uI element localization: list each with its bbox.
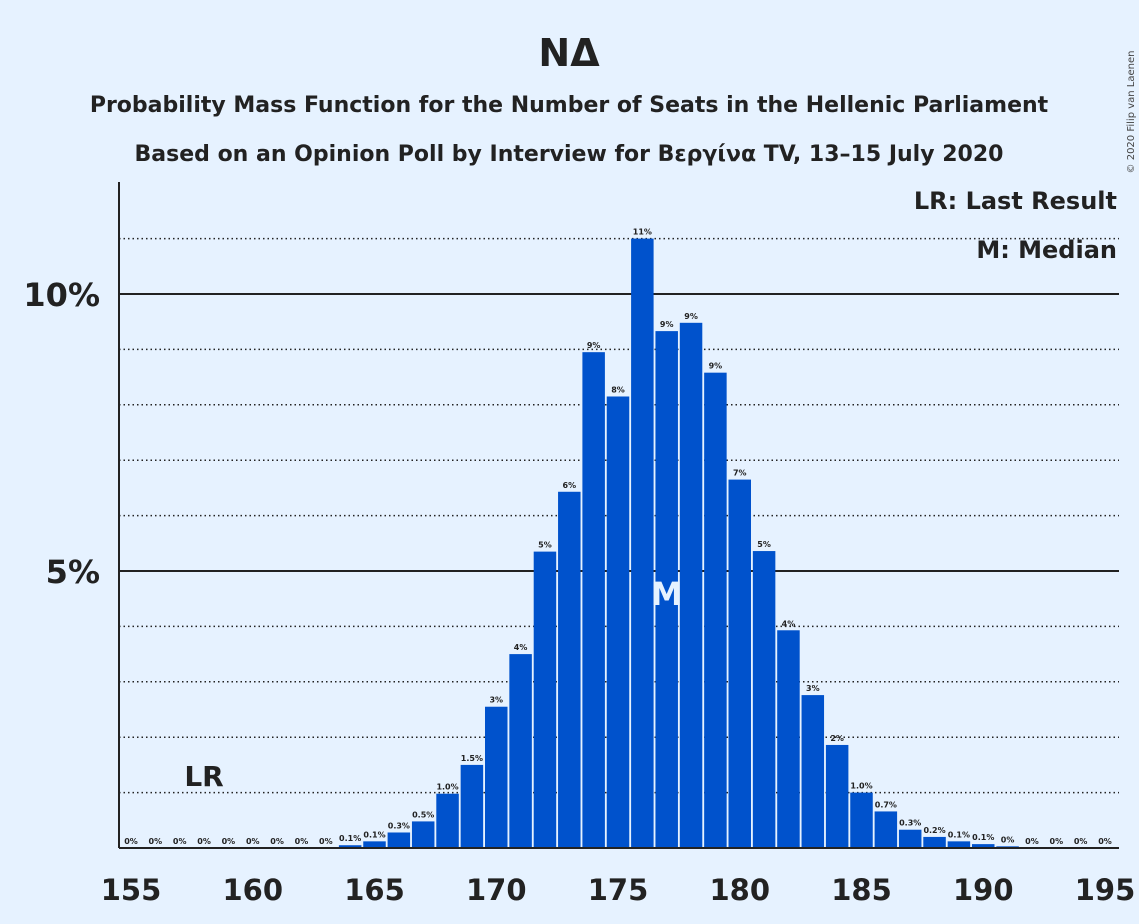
x-tick-label: 155	[101, 873, 162, 907]
bar-label-seat-156: 0%	[149, 837, 163, 846]
bars	[338, 238, 1019, 849]
bar-label-seat-175: 8%	[611, 385, 625, 394]
bar-label-seat-179: 9%	[709, 362, 723, 371]
bar-label-seat-190: 0.1%	[972, 833, 994, 842]
bar-label-seat-181: 5%	[757, 540, 771, 549]
x-tick-label: 175	[588, 873, 649, 907]
bar-label-seat-188: 0.2%	[923, 826, 945, 835]
bar-label-seat-161: 0%	[270, 837, 284, 846]
bar-seat-170	[485, 706, 508, 848]
bar-label-seat-164: 0.1%	[339, 834, 361, 843]
x-tick-labels: 155 160 165 170 175 180 185 190 195	[101, 873, 1136, 907]
bar-label-seat-167: 0.5%	[412, 810, 434, 819]
bar-label-seat-187: 0.3%	[899, 819, 921, 828]
bar-label-seat-170: 3%	[489, 696, 503, 705]
bar-seat-190	[972, 844, 995, 848]
bar-label-seat-172: 5%	[538, 541, 552, 550]
bar-label-seat-192: 0%	[1025, 837, 1039, 846]
bar-label-seat-157: 0%	[173, 837, 187, 846]
x-tick-label: 170	[466, 873, 527, 907]
bar-label-seat-169: 1.5%	[461, 754, 483, 763]
bar-seat-173	[558, 491, 581, 848]
legend-median: M: Median	[976, 236, 1117, 264]
bar-seat-172	[533, 551, 557, 848]
bar-seat-185	[850, 792, 873, 848]
bar-seat-168	[436, 793, 459, 848]
bar-label-seat-174: 9%	[587, 341, 601, 350]
bar-label-seat-180: 7%	[733, 469, 747, 478]
bar-label-seat-189: 0.1%	[948, 830, 970, 839]
legend-last-result: LR: Last Result	[914, 187, 1117, 215]
bar-seat-184	[825, 744, 849, 848]
bar-seat-176	[631, 238, 654, 849]
bar-label-seat-184: 2%	[830, 734, 844, 743]
bar-label-seat-182: 4%	[782, 619, 796, 628]
bar-seat-174	[582, 352, 605, 848]
y-tick-labels: 5% 10%	[23, 276, 100, 591]
bar-label-seat-176: 11%	[633, 228, 652, 237]
bar-seat-183	[801, 695, 825, 848]
bar-seat-186	[874, 811, 898, 848]
bar-seat-179	[704, 372, 727, 848]
chart-subtitle-2: Based on an Opinion Poll by Interview fo…	[135, 142, 1004, 167]
bar-label-seat-177: 9%	[660, 320, 674, 329]
bar-seat-189	[947, 841, 971, 848]
bar-seat-171	[509, 654, 532, 848]
bar-label-seat-158: 0%	[197, 837, 211, 846]
y-tick-label: 5%	[46, 553, 100, 591]
bar-seat-169	[460, 764, 484, 848]
x-tick-label: 160	[222, 873, 283, 907]
copyright-notice: © 2020 Filip van Laenen	[1126, 51, 1137, 174]
x-tick-label: 190	[953, 873, 1014, 907]
bar-seat-178	[679, 322, 703, 849]
bar-label-seat-159: 0%	[222, 837, 236, 846]
bar-label-seat-160: 0%	[246, 837, 260, 846]
x-tick-label: 180	[709, 873, 770, 907]
bar-labels: 0% 0% 0% 0% 0% 0% 0% 0% 0% 0.1% 0.1%0.3%0.5%1.0%1.…	[124, 228, 1112, 846]
bar-label-seat-166: 0.3%	[388, 821, 410, 830]
bar-seat-188	[923, 836, 946, 848]
bar-label-seat-195: 0%	[1098, 837, 1112, 846]
bar-label-seat-194: 0%	[1074, 837, 1088, 846]
x-tick-label: 195	[1075, 873, 1136, 907]
bar-seat-182	[777, 630, 800, 848]
bar-seat-177	[655, 331, 678, 848]
median-marker: M	[651, 575, 683, 613]
x-tick-label: 185	[831, 873, 892, 907]
bar-label-seat-185: 1.0%	[850, 782, 872, 791]
bar-label-seat-162: 0%	[295, 837, 309, 846]
bar-seat-164	[338, 845, 362, 848]
bar-label-seat-168: 1.0%	[436, 783, 458, 792]
bar-seat-175	[606, 396, 630, 848]
bar-label-seat-183: 3%	[806, 684, 820, 693]
chart-title: ΝΔ	[538, 31, 600, 75]
last-result-marker: LR	[184, 760, 223, 793]
bar-label-seat-155: 0%	[124, 837, 138, 846]
bar-label-seat-163: 0%	[319, 837, 333, 846]
bar-label-seat-171: 4%	[514, 643, 528, 652]
bar-label-seat-191: 0%	[1001, 835, 1015, 844]
bar-seat-187	[898, 829, 922, 848]
bar-label-seat-165: 0.1%	[363, 830, 385, 839]
y-tick-label: 10%	[23, 276, 100, 314]
bar-seat-165	[363, 841, 386, 848]
bar-label-seat-193: 0%	[1050, 837, 1064, 846]
bar-seat-167	[411, 821, 435, 848]
x-tick-label: 165	[344, 873, 405, 907]
bar-label-seat-178: 9%	[684, 312, 698, 321]
bar-label-seat-173: 6%	[563, 481, 577, 490]
bar-seat-180	[728, 479, 751, 848]
bar-seat-166	[387, 832, 411, 848]
bar-seat-181	[752, 551, 776, 848]
bar-label-seat-186: 0.7%	[875, 800, 897, 809]
chart-subtitle-1: Probability Mass Function for the Number…	[90, 93, 1049, 118]
